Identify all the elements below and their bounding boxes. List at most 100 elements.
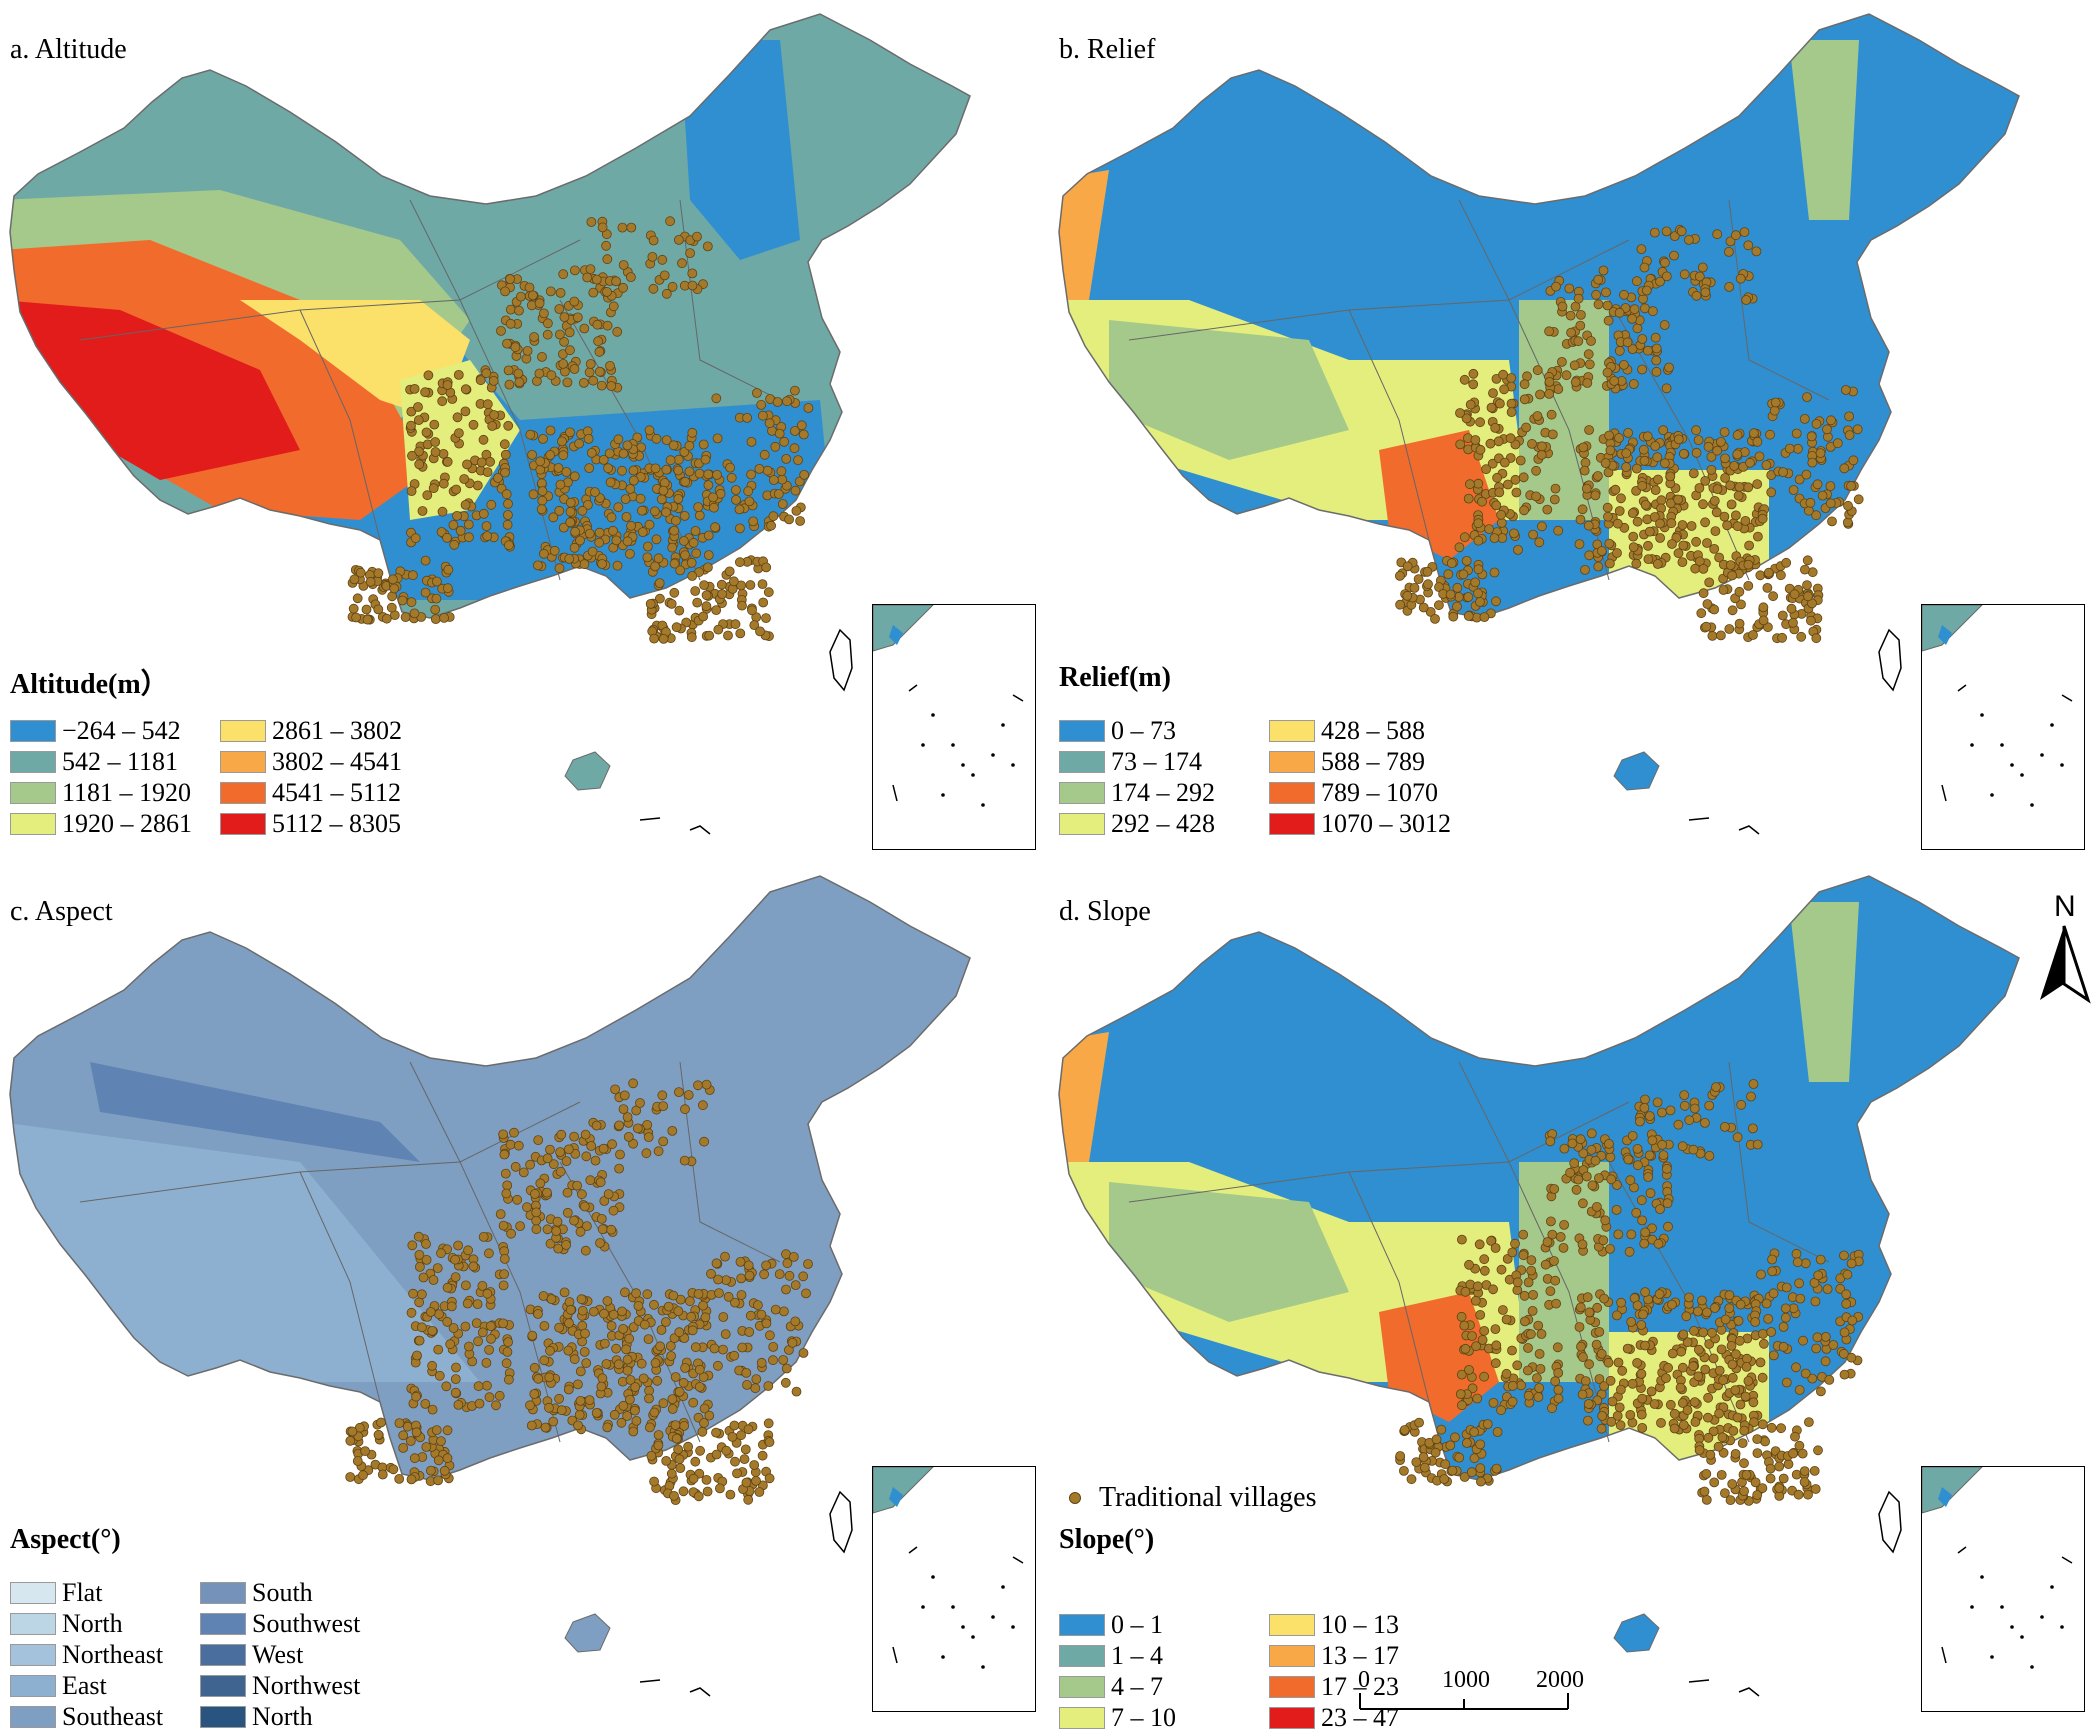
village-point [1604,538,1615,549]
taiwan-island [829,628,853,692]
village-point [414,1335,425,1346]
village-point [558,450,569,461]
village-point [1796,631,1807,642]
village-point [642,1119,653,1130]
village-point [1600,1215,1611,1226]
village-point [1628,531,1639,542]
village-point [485,1321,496,1332]
village-point [495,1209,506,1220]
village-point [381,613,392,624]
village-point [703,469,714,480]
village-point [482,399,493,410]
village-point [486,1333,496,1344]
village-point [1677,557,1688,567]
village-point [1698,588,1709,599]
village-point [665,455,676,466]
village-point [1490,1324,1501,1335]
village-point [433,1455,444,1466]
village-point [1660,257,1670,268]
village-point [1768,1288,1779,1299]
village-point [1732,449,1743,460]
village-point [1583,520,1594,531]
village-point [352,593,363,604]
village-point [702,241,713,252]
village-point [1654,1289,1665,1300]
village-point [577,1305,588,1316]
village-point [505,1139,516,1150]
village-point [1611,1204,1622,1215]
village-point [1724,1303,1735,1314]
village-point [646,1451,657,1461]
village-point [1739,1486,1749,1496]
village-point [673,1444,683,1455]
village-point [1700,475,1711,486]
legend-item: −264 – 542 [10,714,181,748]
village-point [731,494,741,505]
village-point [1452,601,1462,612]
village-point [1650,332,1661,343]
village-point [1551,281,1561,292]
village-point [773,489,784,499]
village-point [501,489,512,500]
village-point [1673,1119,1684,1130]
village-point [514,305,524,316]
legend-item: Southeast [10,1700,163,1734]
village-point [1667,1348,1678,1359]
village-point [481,1380,492,1391]
village-point [1619,289,1629,300]
village-point [1709,544,1720,554]
village-point [535,456,546,467]
village-point [1839,1250,1849,1261]
village-point [1729,461,1740,471]
village-point [462,1298,473,1309]
village-point [1528,529,1539,540]
village-point [425,1465,436,1476]
village-point [503,1374,514,1385]
village-point [1701,621,1712,632]
village-point [759,449,770,460]
legend-label: −264 – 542 [62,716,181,745]
village-point [753,1300,763,1311]
village-point [628,475,639,486]
legend-swatch [10,1675,56,1697]
village-point [1684,1115,1695,1126]
scale-bar: 0 1000 2000 km [1358,1667,1588,1710]
village-point [729,1350,740,1361]
village-point [1569,360,1580,371]
village-point [1472,1393,1483,1404]
village-point [1677,520,1688,530]
village-point [644,1393,654,1404]
village-point [580,1245,591,1256]
village-point [505,318,516,329]
village-point [1596,546,1607,556]
village-point [1576,309,1586,320]
village-point [1688,1144,1699,1155]
village-point [1477,496,1487,507]
village-point [739,1454,750,1464]
village-point [1603,511,1613,522]
village-point [667,1125,678,1136]
village-point [1724,281,1735,292]
village-point [690,526,701,536]
village-point [1402,590,1413,601]
village-point [669,1491,679,1501]
inset-island [921,743,925,747]
village-point [579,1346,590,1357]
village-point [658,1101,669,1112]
village-point [1535,389,1545,400]
village-point [1734,1335,1745,1346]
village-point [1710,526,1721,536]
village-point [376,1417,386,1428]
village-point [1482,1419,1493,1429]
village-point [668,1290,679,1301]
village-point [666,1468,677,1479]
village-point [708,492,718,503]
village-point [619,1090,630,1101]
village-point [742,1380,752,1390]
village-point [1749,428,1759,439]
village-point [667,542,678,553]
village-point [1667,539,1677,549]
legend-label: 13 – 17 [1321,1641,1399,1670]
scale-label-2000: 2000 km [1536,1667,1588,1693]
village-point [1640,1340,1650,1351]
